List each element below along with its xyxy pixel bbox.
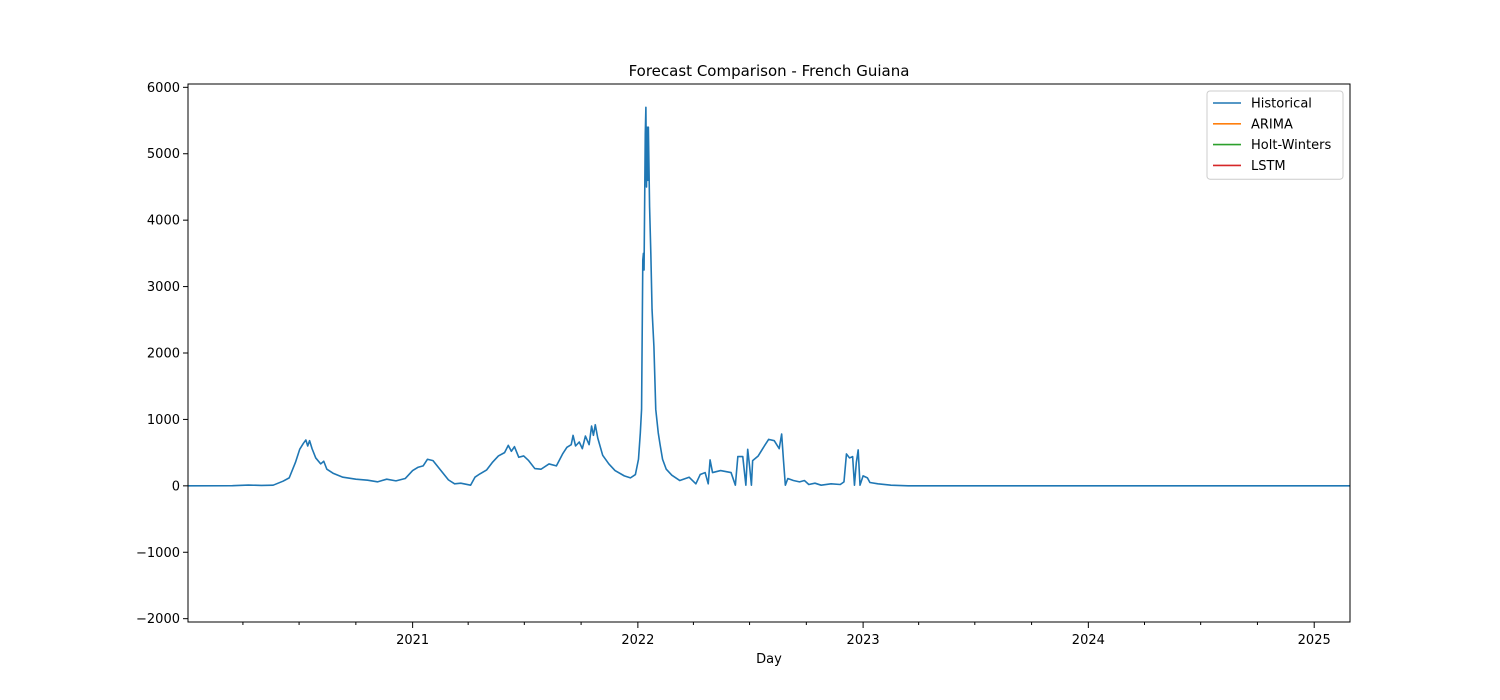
x-tick-label: 2025 (1298, 633, 1331, 648)
axes-frame (187, 83, 1351, 623)
legend-entry: LSTM (1251, 159, 1286, 174)
y-tick-label: −2000 (136, 612, 180, 627)
legend-entry: Historical (1251, 97, 1312, 112)
series-line-historical (188, 106, 1350, 487)
chart-title: Forecast Comparison - French Guiana (629, 62, 910, 80)
y-tick-label: 1000 (147, 413, 180, 428)
plot-area (188, 106, 1350, 487)
y-tick-label: −1000 (136, 546, 180, 561)
x-tick-label: 2022 (621, 633, 654, 648)
y-tick-label: 5000 (147, 147, 180, 162)
legend-box (1206, 90, 1344, 180)
legend-entry: Holt-Winters (1251, 138, 1331, 153)
y-tick-label: 0 (172, 479, 180, 494)
y-tick-label: 3000 (147, 280, 180, 295)
legend: Historical ARIMA Holt-Winters LSTM (1206, 90, 1344, 180)
legend-entry: ARIMA (1251, 117, 1293, 132)
x-tick-label: 2023 (847, 633, 880, 648)
x-tick-label: 2024 (1072, 633, 1105, 648)
y-tick-label: 2000 (147, 347, 180, 362)
axes: −2000 −1000 0 1000 2000 3000 4000 5000 6000 2021 2… (136, 81, 1351, 648)
x-axis-title: Day (756, 652, 782, 667)
y-tick-label: 6000 (147, 81, 180, 96)
x-tick-label: 2021 (396, 633, 429, 648)
y-tick-label: 4000 (147, 214, 180, 229)
